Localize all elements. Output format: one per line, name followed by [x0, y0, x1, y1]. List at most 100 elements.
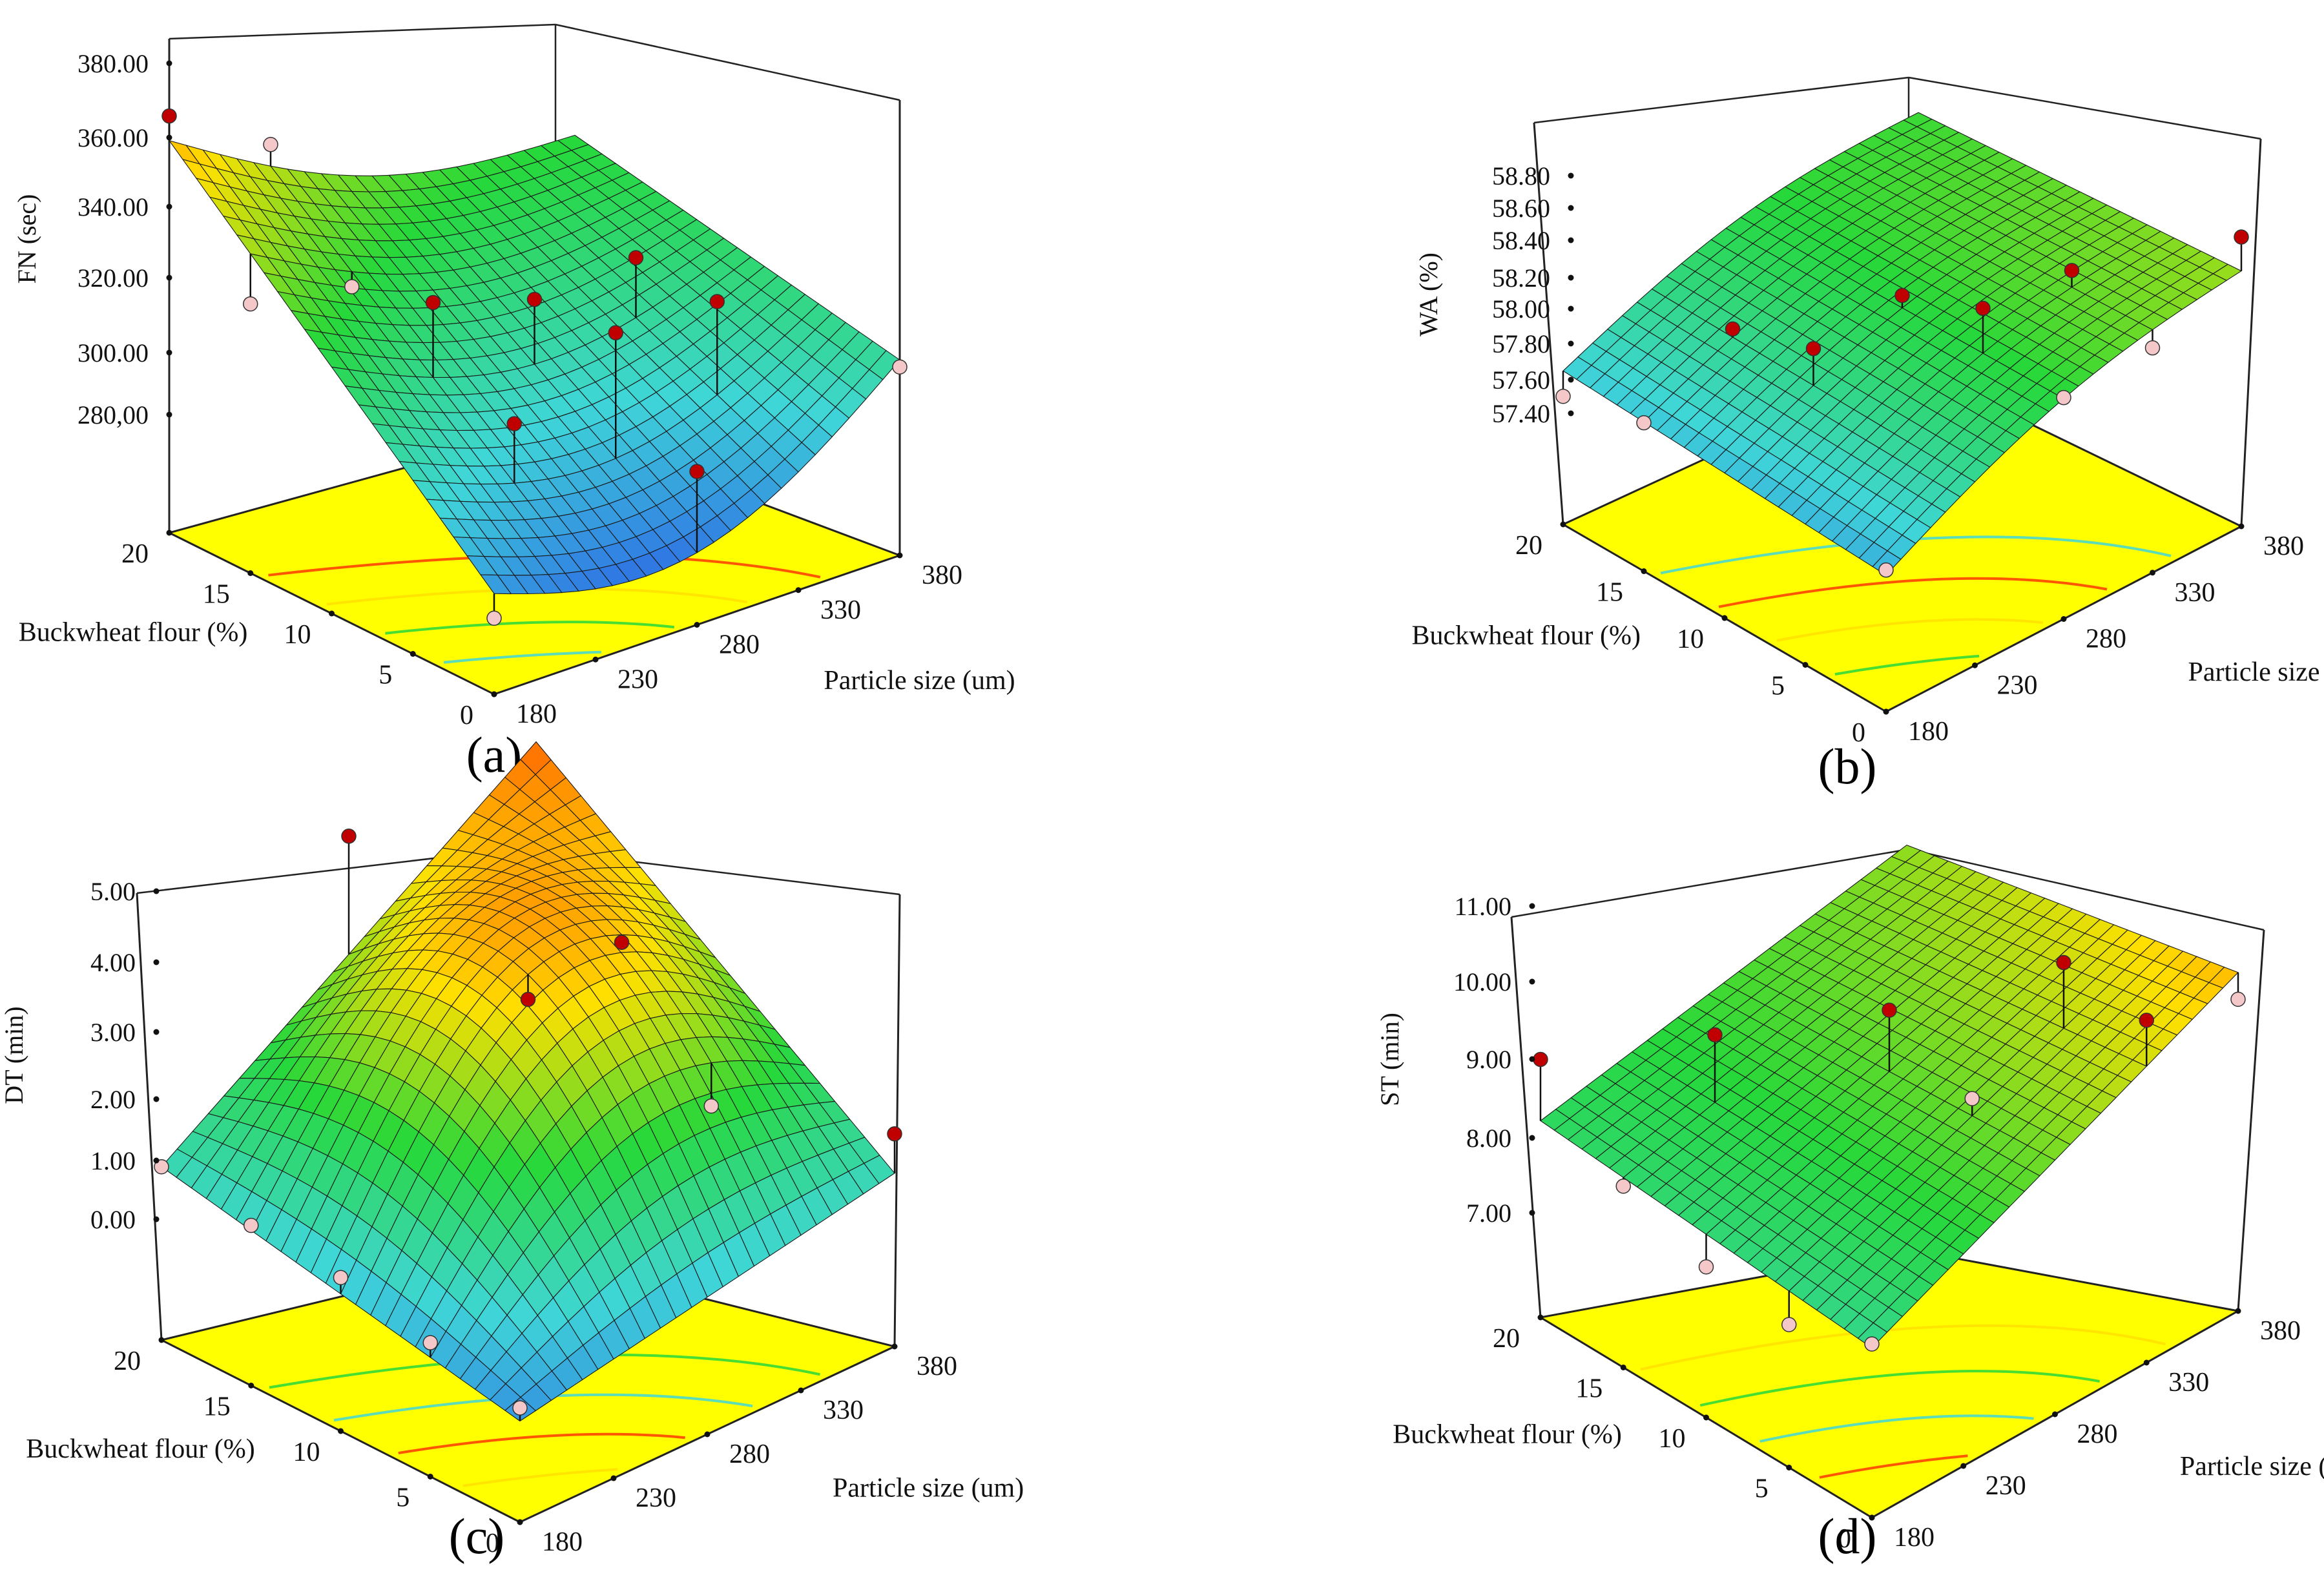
floor-contour-line [1640, 1324, 2166, 1371]
design-point [1964, 1091, 1980, 1106]
z-tick-label: 58.40 [1492, 226, 1550, 255]
y-tick-mark [1869, 1514, 1875, 1521]
y-tick-mark [795, 587, 802, 593]
x-tick-mark [338, 1428, 344, 1434]
y-tick-label: 280 [2086, 624, 2126, 654]
panel-label: (b) [1818, 738, 1877, 794]
z-tick-mark [1568, 376, 1574, 383]
floor-contour-line [1699, 1370, 2100, 1407]
floor-contour-line [1759, 1414, 2034, 1443]
design-point [1894, 287, 1910, 304]
design-point [2064, 263, 2080, 278]
z-tick-mark [166, 411, 172, 418]
z-tick-label: 57.80 [1492, 329, 1550, 358]
z-tick-mark [1568, 274, 1574, 281]
y-tick-label: 180 [1894, 1523, 1935, 1552]
z-tick-mark [1529, 903, 1535, 909]
z-tick-label: 5.00 [90, 877, 136, 906]
y-tick-label: 280 [719, 630, 760, 660]
z-tick-label: 58.80 [1492, 161, 1550, 191]
z-tick-mark [153, 1029, 160, 1035]
x-tick-label: 10 [293, 1438, 320, 1467]
floor-contour-line [1660, 535, 2172, 575]
z-tick-label: 58.00 [1492, 294, 1550, 324]
x-tick-label: 5 [379, 661, 392, 690]
response-surface [168, 134, 900, 595]
x-axis-title: Buckwheat flour (%) [19, 618, 248, 648]
design-point [1878, 562, 1894, 578]
z-tick-mark [166, 349, 172, 356]
floor-contour-line [443, 650, 601, 664]
z-tick-mark [153, 1096, 160, 1102]
z-tick-label: 0.00 [90, 1205, 136, 1234]
design-point [2139, 1013, 2154, 1028]
design-point [1805, 341, 1821, 356]
z-tick-mark [1568, 172, 1574, 179]
z-tick-mark [1529, 1056, 1535, 1062]
box-right-edge [2237, 929, 2265, 1312]
y-tick-mark [2235, 1308, 2241, 1314]
z-tick-label: 11.00 [1454, 892, 1511, 921]
y-tick-mark [1883, 708, 1889, 715]
design-point [344, 279, 360, 294]
y-tick-mark [2238, 523, 2245, 530]
y-tick-mark [517, 1519, 523, 1525]
panel-label: (c) [449, 1508, 505, 1564]
design-point [341, 829, 357, 844]
design-point [1636, 415, 1652, 431]
design-point [1533, 1051, 1548, 1067]
x-tick-label: 15 [1575, 1374, 1603, 1404]
x-tick-label: 0 [1852, 718, 1865, 748]
box-top-left-edge [1533, 76, 1909, 124]
x-tick-label: 10 [284, 620, 311, 650]
x-tick-label: 20 [121, 539, 149, 569]
y-tick-label: 380 [917, 1352, 957, 1381]
y-tick-mark [610, 1475, 617, 1481]
design-point [154, 1159, 169, 1175]
y-tick-mark [694, 622, 700, 628]
y-tick-mark [592, 656, 599, 663]
floor-contour-line [398, 1432, 685, 1455]
y-tick-mark [2150, 570, 2155, 576]
box-right-edge [893, 894, 901, 1347]
z-tick-label: 7.00 [1466, 1199, 1511, 1228]
design-point [243, 296, 258, 312]
z-tick-label: 57.60 [1492, 366, 1550, 395]
floor-contour-line [1834, 654, 1980, 676]
z-tick-mark [166, 274, 172, 281]
z-tick-mark [1529, 1210, 1535, 1216]
y-tick-label: 180 [1908, 717, 1949, 747]
design-point [892, 359, 908, 375]
z-tick-label: 280,00 [78, 400, 149, 429]
z-tick-label: 8.00 [1466, 1124, 1511, 1153]
y-tick-label: 380 [2263, 531, 2304, 561]
z-axis-title: DT (min) [0, 1006, 28, 1104]
x-axis-title: Buckwheat flour (%) [26, 1434, 255, 1464]
y-tick-mark [491, 691, 497, 697]
x-tick-label: 5 [1771, 672, 1785, 701]
y-axis-title: Particle size (um) [2180, 1452, 2324, 1481]
box-top-right-edge [1908, 848, 2265, 931]
y-tick-label: 180 [542, 1527, 583, 1557]
z-tick-label: 360.00 [78, 123, 149, 152]
design-point [887, 1126, 902, 1142]
design-point [614, 934, 630, 950]
box-top-left-edge [169, 23, 556, 40]
z-tick-label: 4.00 [90, 948, 136, 977]
x-tick-mark [1620, 1365, 1626, 1370]
y-tick-label: 280 [729, 1439, 770, 1469]
x-tick-label: 0 [1838, 1524, 1851, 1554]
design-point [1781, 1317, 1797, 1332]
x-tick-label: 20 [1493, 1324, 1520, 1354]
response-surface [1540, 844, 2239, 1348]
y-axis-title: Particle size (um) [833, 1473, 1024, 1503]
z-axis-title: FN (sec) [12, 194, 41, 284]
z-tick-label: 340.00 [78, 192, 149, 222]
z-tick-label: 380.00 [78, 49, 149, 78]
design-point [333, 1270, 349, 1285]
x-tick-mark [1721, 615, 1728, 621]
z-tick-mark [1529, 1135, 1535, 1141]
design-point [689, 464, 705, 479]
z-tick-label: 10.00 [1453, 967, 1511, 996]
